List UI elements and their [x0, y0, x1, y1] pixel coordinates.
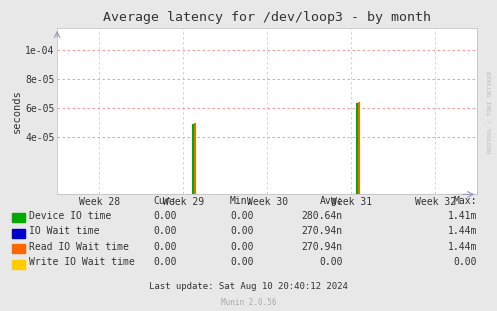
- Text: 270.94n: 270.94n: [302, 226, 343, 236]
- Text: 0.00: 0.00: [230, 211, 253, 220]
- Text: Max:: Max:: [454, 196, 477, 206]
- Title: Average latency for /dev/loop3 - by month: Average latency for /dev/loop3 - by mont…: [103, 11, 431, 24]
- Text: 1.44m: 1.44m: [448, 242, 477, 252]
- Text: RRDTOOL / TOBI OETIKER: RRDTOOL / TOBI OETIKER: [487, 71, 492, 153]
- Text: IO Wait time: IO Wait time: [29, 226, 99, 236]
- Text: Write IO Wait time: Write IO Wait time: [29, 257, 135, 267]
- Text: Last update: Sat Aug 10 20:40:12 2024: Last update: Sat Aug 10 20:40:12 2024: [149, 281, 348, 290]
- Text: 0.00: 0.00: [230, 226, 253, 236]
- Text: 1.41m: 1.41m: [448, 211, 477, 220]
- Text: 0.00: 0.00: [153, 211, 176, 220]
- Text: 0.00: 0.00: [230, 242, 253, 252]
- Text: Min:: Min:: [230, 196, 253, 206]
- Text: Read IO Wait time: Read IO Wait time: [29, 242, 129, 252]
- Text: 0.00: 0.00: [153, 226, 176, 236]
- Text: 0.00: 0.00: [230, 257, 253, 267]
- Text: Cur:: Cur:: [153, 196, 176, 206]
- Text: 1.44m: 1.44m: [448, 226, 477, 236]
- Text: 0.00: 0.00: [454, 257, 477, 267]
- Text: 0.00: 0.00: [320, 257, 343, 267]
- Y-axis label: seconds: seconds: [12, 89, 22, 133]
- Text: 0.00: 0.00: [153, 257, 176, 267]
- Text: 0.00: 0.00: [153, 242, 176, 252]
- Text: Device IO time: Device IO time: [29, 211, 111, 220]
- Text: 270.94n: 270.94n: [302, 242, 343, 252]
- Text: Munin 2.0.56: Munin 2.0.56: [221, 298, 276, 307]
- Text: Avg:: Avg:: [320, 196, 343, 206]
- Text: 280.64n: 280.64n: [302, 211, 343, 220]
